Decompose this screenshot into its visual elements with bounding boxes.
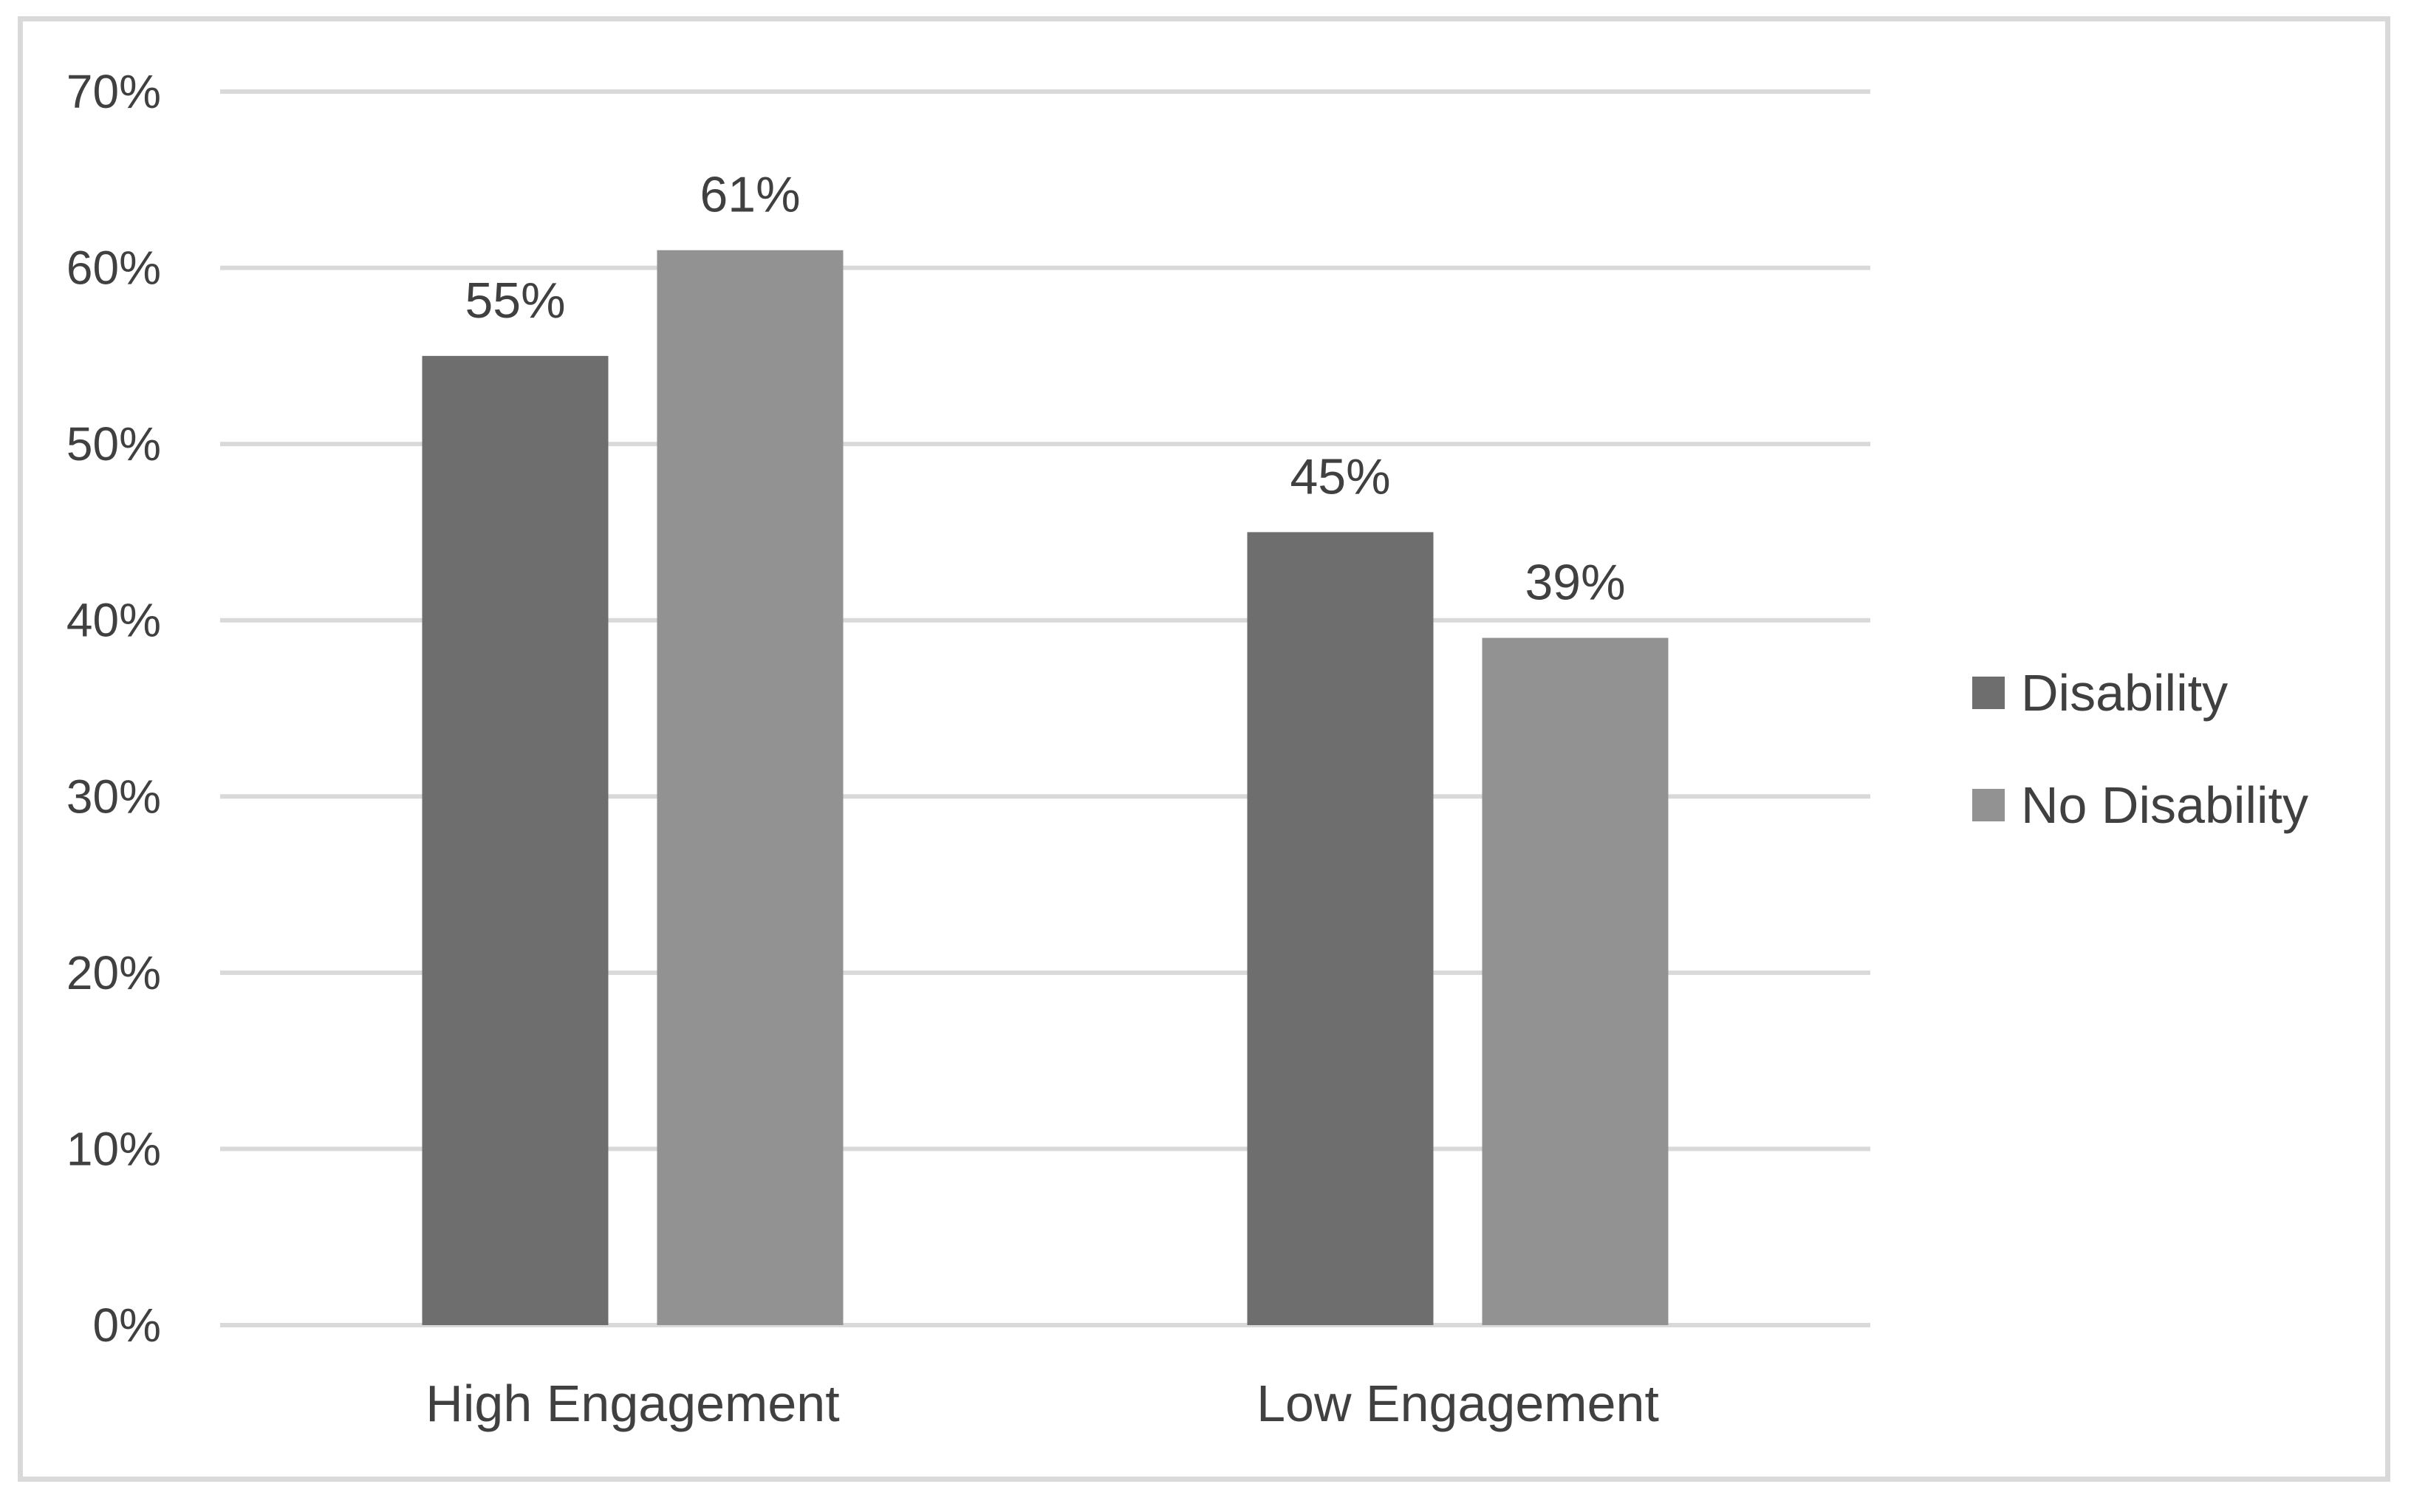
legend-swatch-disability [1972, 677, 2005, 709]
legend-label-disability: Disability [2021, 664, 2228, 722]
bar-disability-low-engagement [1247, 532, 1434, 1325]
data-label-no-disability-high-engagement: 61% [700, 167, 800, 223]
data-label-disability-low-engagement: 45% [1290, 448, 1390, 504]
y-tick-label: 20% [66, 946, 161, 999]
legend: Disability No Disability [1972, 664, 2308, 834]
x-category-label-high-engagement: High Engagement [425, 1375, 839, 1432]
y-tick-label: 40% [66, 594, 161, 647]
bar-no-disability-high-engagement [657, 250, 844, 1325]
chart-frame [18, 16, 2390, 1482]
y-tick-label: 0% [93, 1299, 162, 1352]
x-category-label-low-engagement: Low Engagement [1256, 1375, 1659, 1432]
data-label-disability-high-engagement: 55% [465, 273, 565, 329]
y-tick-label: 10% [66, 1122, 161, 1175]
x-axis-category-labels: High Engagement Low Engagement [425, 1375, 1659, 1432]
data-label-no-disability-low-engagement: 39% [1525, 555, 1625, 611]
bar-no-disability-low-engagement [1482, 637, 1669, 1325]
bar-disability-high-engagement [422, 355, 609, 1325]
y-tick-label: 50% [66, 417, 161, 471]
y-axis-tick-labels: 0% 10% 20% 30% 40% 50% 60% 70% [66, 65, 161, 1352]
bars [422, 250, 1669, 1325]
y-tick-label: 30% [66, 770, 161, 823]
y-tick-label: 70% [66, 65, 161, 118]
y-tick-label: 60% [66, 242, 161, 295]
legend-swatch-no-disability [1972, 789, 2005, 821]
data-labels: 55% 61% 45% 39% [465, 167, 1625, 611]
legend-label-no-disability: No Disability [2021, 776, 2308, 834]
